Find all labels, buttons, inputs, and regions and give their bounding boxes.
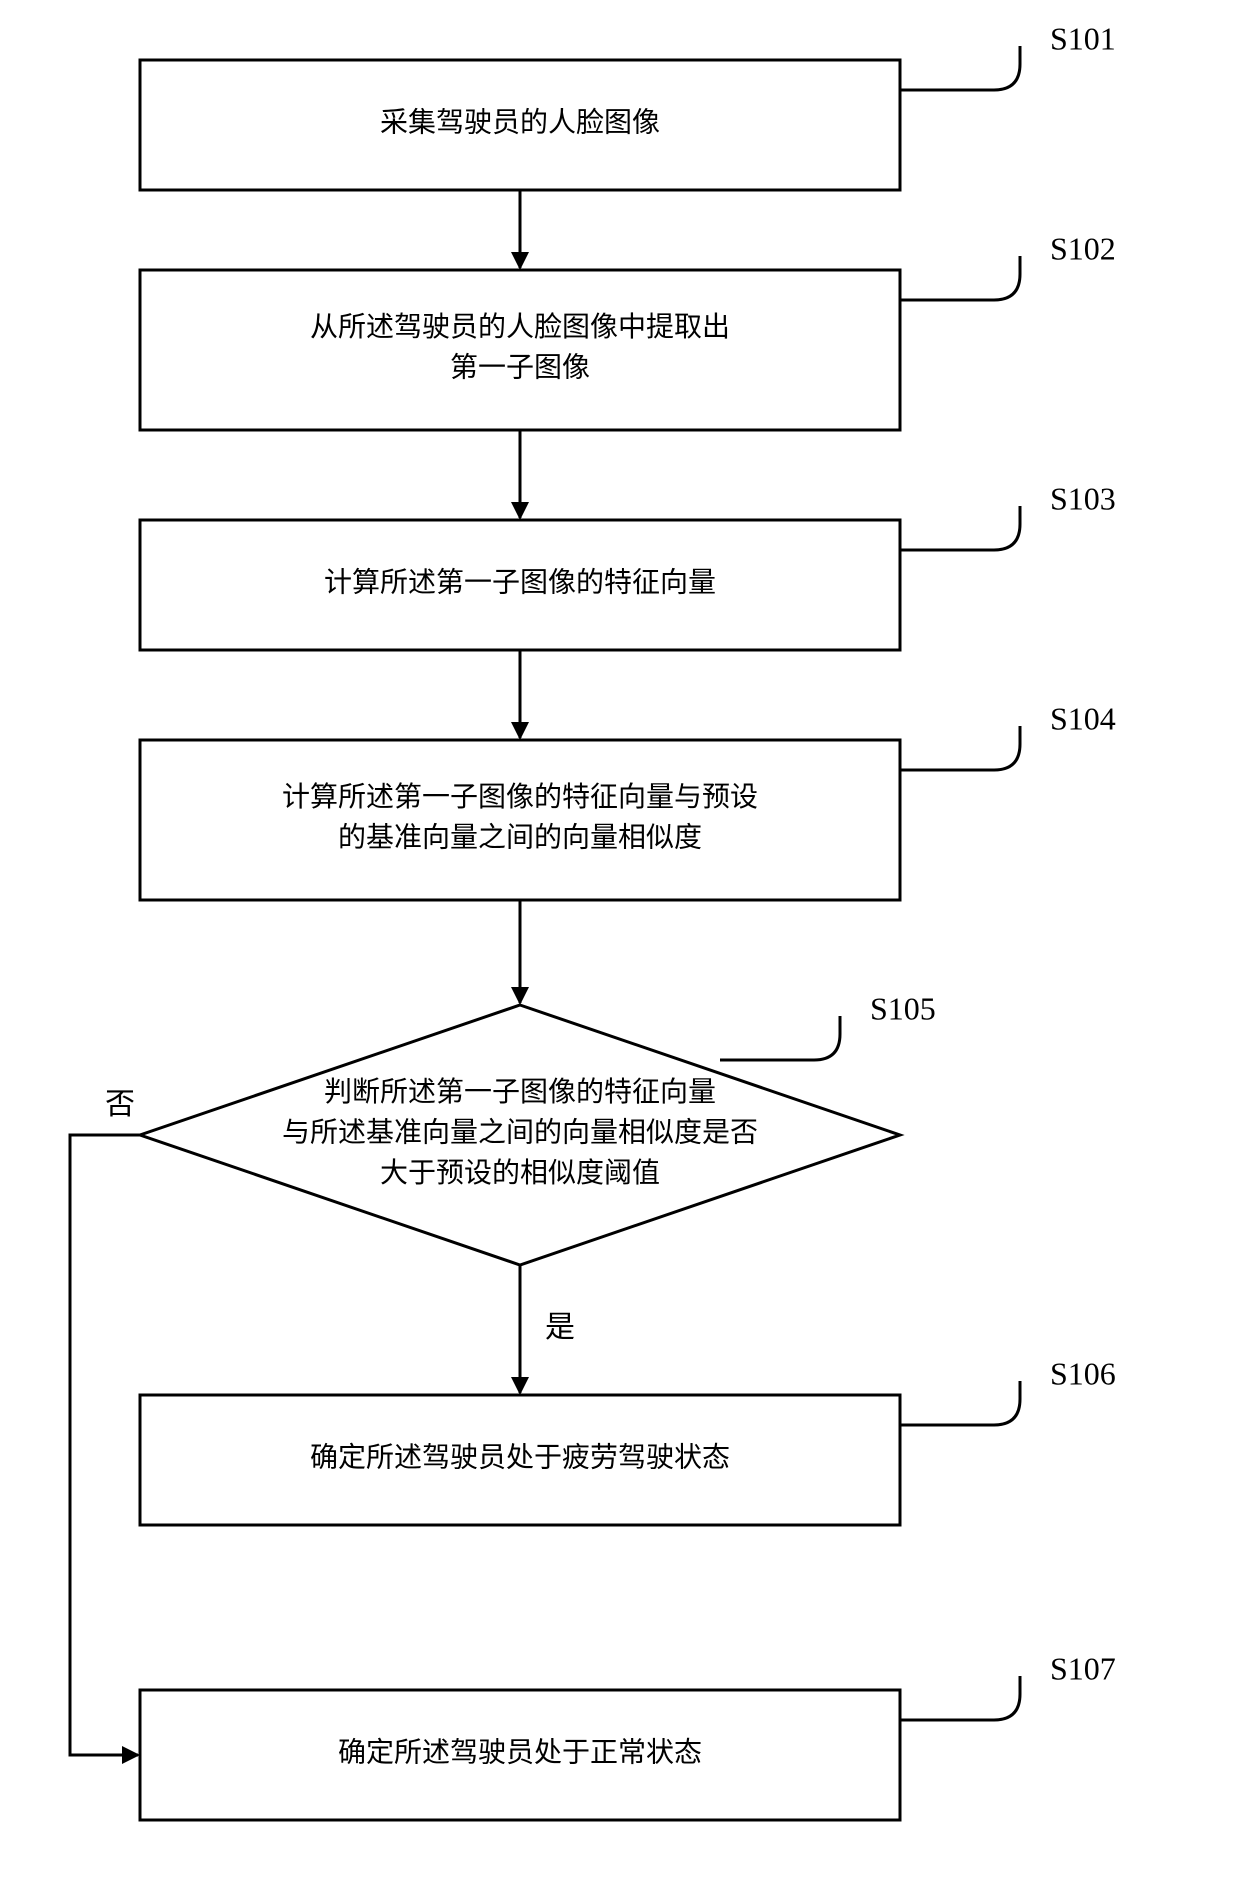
node-text-line: 与所述基准向量之间的向量相似度是否 [282, 1116, 758, 1148]
node-text-line: 计算所述第一子图像的特征向量与预设 [282, 781, 758, 813]
node-s105: 判断所述第一子图像的特征向量与所述基准向量之间的向量相似度是否大于预设的相似度阈… [140, 990, 936, 1265]
process-box [140, 270, 900, 430]
node-text-line: 确定所述驾驶员处于正常状态 [338, 1736, 702, 1768]
node-text-line: 采集驾驶员的人脸图像 [380, 106, 660, 138]
step-label: S101 [1050, 20, 1116, 56]
edge-label: 否 [105, 1088, 135, 1121]
step-label: S107 [1050, 1650, 1116, 1686]
label-callout [900, 726, 1020, 770]
node-text-line: 大于预设的相似度阈值 [380, 1157, 660, 1189]
label-callout [900, 46, 1020, 90]
label-callout [900, 1676, 1020, 1720]
node-s101: 采集驾驶员的人脸图像 S101 [140, 20, 1116, 190]
node-s102: 从所述驾驶员的人脸图像中提取出第一子图像 S102 [140, 230, 1116, 430]
edge-s105-s106: 是 [520, 1265, 575, 1393]
node-text-line: 计算所述第一子图像的特征向量 [324, 566, 716, 598]
node-s106: 确定所述驾驶员处于疲劳驾驶状态 S106 [140, 1355, 1116, 1525]
process-box [140, 740, 900, 900]
label-callout [720, 1016, 840, 1060]
label-callout [900, 506, 1020, 550]
node-s103: 计算所述第一子图像的特征向量 S103 [140, 480, 1116, 650]
node-text-line: 从所述驾驶员的人脸图像中提取出 [310, 311, 730, 343]
edge-s105-s107: 否 [70, 1088, 140, 1755]
edge-label: 是 [545, 1311, 575, 1344]
step-label: S102 [1050, 230, 1116, 266]
step-label: S103 [1050, 480, 1116, 516]
node-text-line: 判断所述第一子图像的特征向量 [324, 1076, 716, 1108]
step-label: S106 [1050, 1355, 1116, 1391]
node-text-line: 第一子图像 [450, 352, 590, 384]
node-s107: 确定所述驾驶员处于正常状态 S107 [140, 1650, 1116, 1820]
label-callout [900, 256, 1020, 300]
step-label: S104 [1050, 700, 1116, 736]
step-label: S105 [870, 990, 936, 1026]
label-callout [900, 1381, 1020, 1425]
node-text-line: 的基准向量之间的向量相似度 [338, 822, 702, 854]
node-text-line: 确定所述驾驶员处于疲劳驾驶状态 [310, 1441, 730, 1473]
node-s104: 计算所述第一子图像的特征向量与预设的基准向量之间的向量相似度 S104 [140, 700, 1116, 900]
